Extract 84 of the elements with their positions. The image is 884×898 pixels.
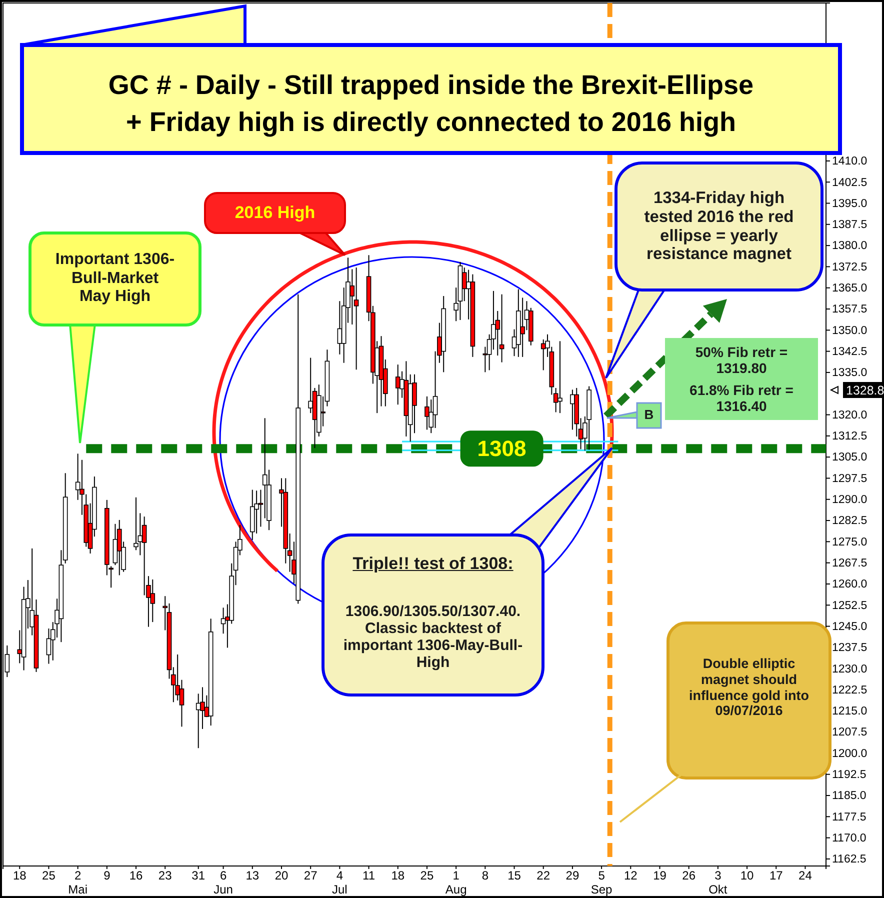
x-tick-label: 25 (420, 868, 434, 883)
text: GC # - Daily - Still trapped inside the Brexit-Ellipse (108, 70, 754, 100)
x-tick-label: 25 (42, 868, 56, 883)
y-tick-label: 1237.5 (832, 642, 868, 654)
x-tick-label: 3 Okt (708, 868, 728, 896)
y-tick-label: 1177.5 (832, 811, 866, 824)
x-tick-label: 5 Sep (590, 868, 613, 896)
y-tick-label: 1372.5 (832, 261, 868, 274)
x-tick-label: 18 (391, 868, 405, 883)
y-tick-label: 1200.0 (832, 748, 868, 760)
candlestick (499, 294, 504, 363)
x-tick-label: 29 (566, 868, 580, 883)
y-tick-label: 1230.0 (832, 663, 868, 676)
x-tick-label: 18 (12, 868, 27, 883)
candlestick (558, 340, 562, 414)
annotation: Triple!! test of 1308: (352, 554, 514, 574)
x-tick-label: 23 (158, 868, 172, 883)
y-tick-label: 1365.0 (832, 282, 868, 295)
x-tick-label: 12 (624, 868, 638, 883)
y-tick-label: 1282.5 (832, 515, 868, 528)
candlestick (520, 297, 525, 358)
candlestick (116, 519, 122, 576)
candlestick (134, 496, 138, 551)
y-tick-label: 1410.0 (832, 156, 868, 168)
annotation: 61.8% Fib retr = 1316.40 (688, 382, 794, 414)
annotation: 1334-Friday high tested 2016 the red ellipse = yearly resistance magnet (643, 188, 795, 264)
y-tick-label: 1312.5 (832, 430, 868, 443)
y-tick-label: 1305.0 (832, 452, 868, 464)
candlestick (354, 267, 359, 370)
x-tick-label: 4 Jul (332, 868, 348, 896)
x-tick-label: 22 (536, 868, 550, 883)
x-tick-label: 15 (508, 868, 522, 883)
y-tick-label: 1267.5 (832, 558, 868, 570)
candlestick (395, 364, 400, 406)
annotation: 2016 High (234, 203, 316, 223)
annotation: Important 1306-Bull-Market May High (55, 251, 175, 307)
annotation: B (644, 407, 654, 423)
y-tick-label: 1275.0 (832, 536, 868, 548)
x-tick-label: 31 (192, 868, 206, 883)
x-tick-label: 27 (304, 868, 318, 883)
y-tick-label: 1192.5 (832, 769, 866, 782)
x-tick-label: 26 (682, 868, 696, 883)
candlestick (150, 578, 156, 623)
x-tick-label: 17 (769, 868, 784, 883)
text: + Friday high is directly connected to 2016 high (126, 107, 736, 137)
candlestick (142, 516, 147, 596)
x-tick-label: 8 (482, 868, 489, 883)
y-tick-label: 1357.5 (832, 304, 868, 316)
y-tick-label: 1162.5 (832, 854, 866, 866)
x-tick-label: 6 Jun (214, 868, 233, 896)
x-tick-label: 19 (653, 868, 667, 883)
y-tick-label: 1260.0 (832, 578, 868, 591)
candlestick (424, 396, 430, 430)
x-tick-label: 24 (798, 868, 812, 883)
y-tick-label: 1342.5 (832, 346, 868, 358)
y-tick-label: 1402.5 (832, 176, 868, 189)
y-tick-label: 1252.5 (832, 600, 868, 612)
y-tick-label: 1222.5 (832, 684, 868, 696)
y-tick-label: 1350.0 (832, 324, 868, 337)
x-tick-label: 1 Aug (445, 868, 467, 896)
annotation: 1306.90/1305.50/1307.40. Classic backtest of important 1306-May-Bull-High (342, 602, 524, 672)
annotation: Double elliptic magnet should influence gold into 09/07/2016 (688, 656, 810, 719)
y-tick-label: 1290.0 (832, 494, 868, 506)
x-tick-label: 9 (104, 868, 111, 883)
x-tick-label: 13 (246, 868, 260, 883)
y-tick-label: 1185.0 (832, 790, 866, 802)
x-tick-label: 2 Mai (68, 868, 88, 896)
y-tick-label: 1320.0 (832, 409, 868, 422)
x-tick-label: 20 (274, 868, 288, 883)
text: 1328.8 (846, 384, 884, 398)
y-tick-label: 1245.0 (832, 620, 868, 633)
y-tick-label: 1297.5 (832, 472, 868, 485)
y-tick-label: 1387.5 (832, 219, 868, 232)
y-tick-label: 1395.0 (832, 198, 868, 210)
annotation: 1308 (477, 436, 526, 462)
y-tick-label: 1380.0 (832, 240, 868, 252)
x-tick-label: 11 (362, 868, 376, 883)
annotation: 50% Fib retr = 1319.80 (694, 344, 789, 376)
y-tick-label: 1207.5 (832, 726, 868, 739)
x-tick-label: 16 (129, 868, 144, 883)
y-tick-label: 1335.0 (832, 367, 868, 380)
y-tick-label: 1170.0 (832, 832, 866, 844)
y-tick-label: 1215.0 (832, 706, 868, 718)
x-tick-label: 10 (740, 868, 754, 883)
